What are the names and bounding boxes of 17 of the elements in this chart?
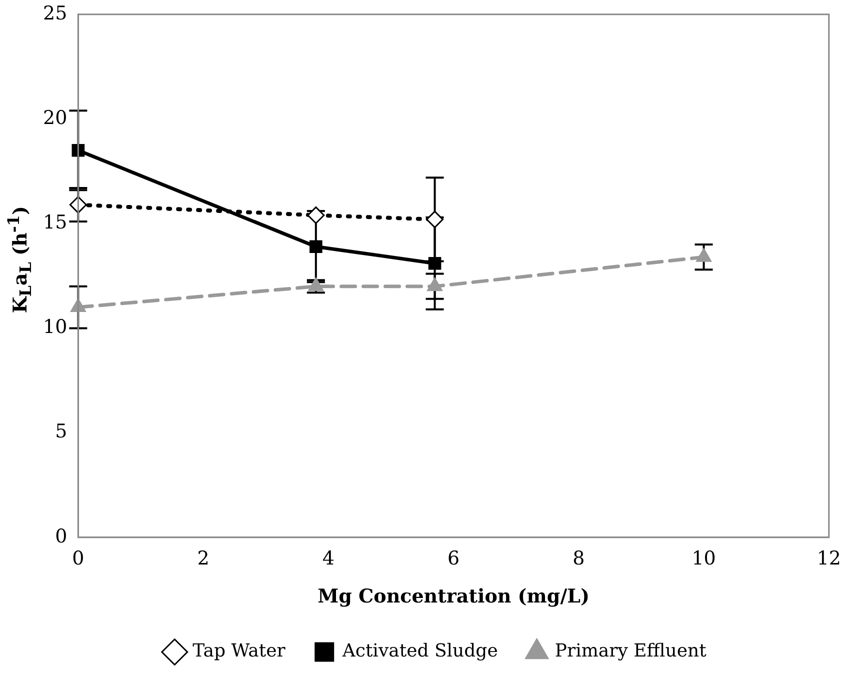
x-tick-label: 0 — [72, 548, 84, 570]
y-tick-label: 20 — [42, 106, 68, 129]
x-tick-label: 4 — [322, 548, 334, 570]
legend-label: Activated Sludge — [341, 640, 498, 662]
y-tick-label: 15 — [42, 212, 68, 234]
x-tick-label: 10 — [692, 548, 716, 570]
y-tick-label: 5 — [55, 420, 68, 443]
x-tick-label: 12 — [816, 548, 842, 570]
x-tick-label: 6 — [447, 548, 460, 570]
x-axis-title: Mg Concentration (mg/L) — [318, 586, 590, 608]
y-tick-label: 10 — [42, 316, 68, 338]
x-tick-label: 8 — [572, 548, 585, 570]
legend-label: Tap Water — [192, 640, 286, 662]
y-tick-label: 0 — [55, 525, 68, 548]
x-tick-label: 2 — [197, 548, 210, 570]
y-tick-label: 25 — [42, 2, 68, 24]
legend-label: Primary Effluent — [554, 640, 708, 662]
